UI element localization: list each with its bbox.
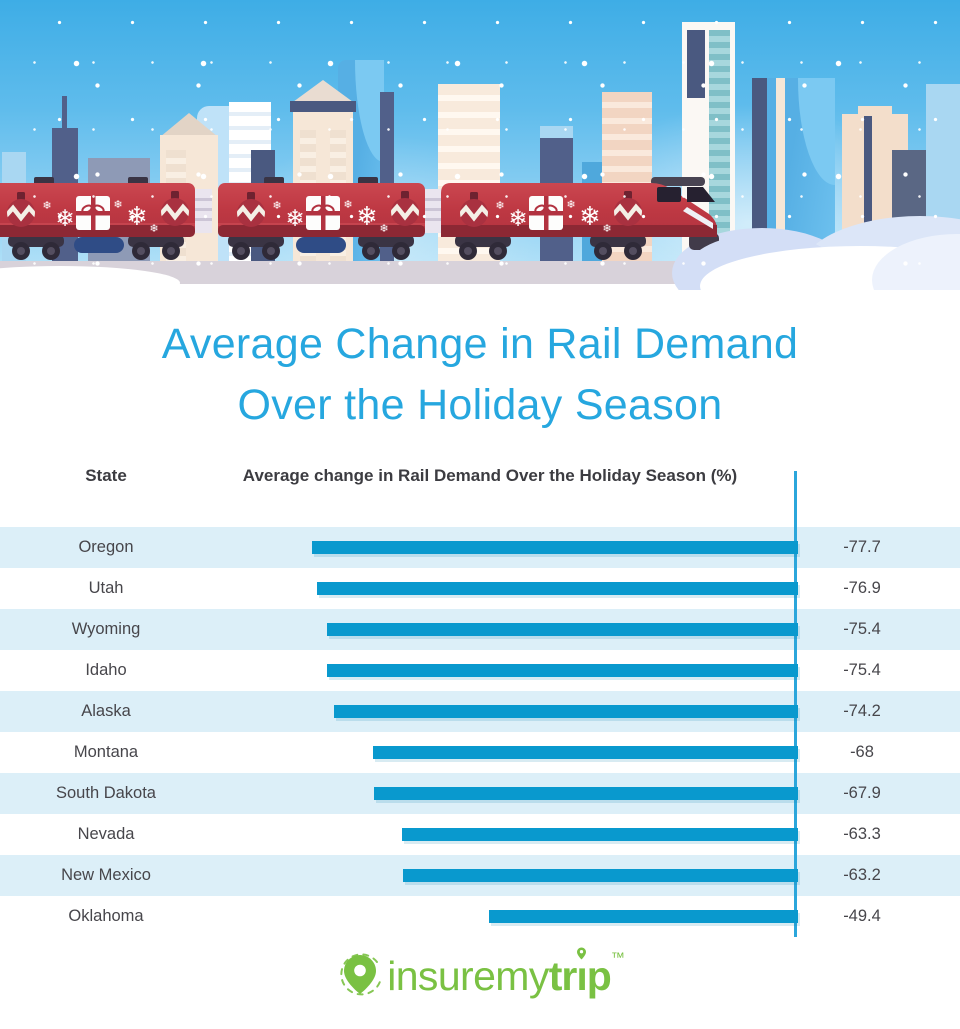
value-bar [402,828,798,841]
value-bar [334,705,798,718]
state-label: Montana [73,743,139,761]
building-band [540,126,573,138]
chart-row: Oklahoma -49.4 [0,896,960,937]
value-label: -76.9 [843,579,881,597]
value-bar [373,746,798,759]
value-bar [373,787,798,800]
chart-row: Utah -76.9 [0,568,960,609]
insuremytrip-logo: insuremytr ıp™ [0,938,960,1010]
value-bar [489,910,798,923]
building-step [858,106,892,116]
value-label: -75.4 [843,661,881,679]
state-label: Oklahoma [68,907,144,925]
chart-row: Alaska -74.2 [0,691,960,732]
state-label: Wyoming [71,620,141,638]
chart-rows: Oregon -77.7 Utah -76.9 Wyoming -75.4 Id… [0,527,960,937]
value-label: -68 [850,743,874,761]
value-bar [317,582,798,595]
chart-row: Wyoming -75.4 [0,609,960,650]
holiday-train-illustration: ❄ ❄ ❄ ❄ ❄ [0,177,719,260]
state-label: Nevada [77,825,135,843]
building-pyramid-roof [293,80,353,102]
logo-text-bold: tr ıp [549,947,612,999]
value-label: -63.3 [843,825,881,843]
building-panel [687,30,705,98]
chart-row: Oregon -77.7 [0,527,960,568]
hero-illustration: ❄ ❄ ❄ ❄ ❄ [0,0,960,290]
value-bar [326,623,798,636]
state-label: Idaho [85,661,127,679]
logo-text-regular: insuremy [387,952,549,999]
state-label: New Mexico [61,866,151,884]
building-gable-roof [160,113,218,137]
value-bar [403,869,798,882]
column-header-state: State [85,466,127,485]
state-label: Oregon [78,538,134,556]
chart-row: South Dakota -67.9 [0,773,960,814]
value-label: -77.7 [843,538,881,556]
chart-row: Montana -68 [0,732,960,773]
title-line-1: Average Change in Rail Demand [161,320,799,368]
value-bar [312,541,798,554]
value-label: -75.4 [843,620,881,638]
value-label: -49.4 [843,907,881,925]
value-bar [326,664,798,677]
zero-axis-line [794,471,797,937]
chart-row: Nevada -63.3 [0,814,960,855]
value-label: -63.2 [843,866,881,884]
value-label: -67.9 [843,784,881,802]
column-header-value: Average change in Rail Demand Over the H… [242,466,738,485]
state-label: South Dakota [56,784,156,802]
value-label: -74.2 [843,702,881,720]
title-line-2: Over the Holiday Season [237,381,723,429]
logo-wordmark: insuremytr ıp™ [387,947,625,1000]
building-antenna [62,96,67,130]
chart-row: New Mexico -63.2 [0,855,960,896]
state-label: Alaska [81,702,131,720]
building-band [290,101,356,112]
chart-row: Idaho -75.4 [0,650,960,691]
glass-sheen [797,78,835,185]
map-pin-icon [340,953,383,996]
page-title: Average Change in Rail Demand Over the H… [0,314,960,436]
state-label: Utah [88,579,124,597]
mini-pin-icon [576,947,586,959]
trademark-symbol: ™ [610,948,625,965]
